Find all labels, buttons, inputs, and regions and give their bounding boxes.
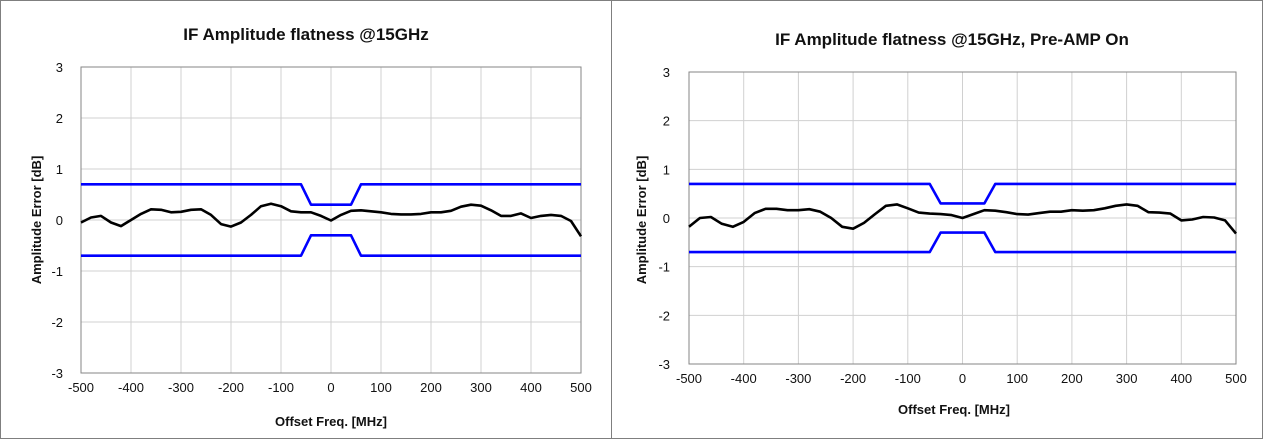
y-axis-label: Amplitude Error [dB]: [634, 156, 649, 285]
y-tick-label: -2: [51, 315, 63, 330]
chart-panel-left: IF Amplitude flatness @15GHz Offset Freq…: [0, 0, 612, 439]
x-tick-label: 0: [959, 371, 966, 386]
x-tick-label: 400: [1170, 371, 1192, 386]
y-tick-label: 2: [663, 114, 670, 129]
x-tick-label: 200: [1061, 371, 1083, 386]
measured-flatness-line: [688, 203, 1238, 235]
x-tick-label: -300: [785, 371, 811, 386]
x-tick-label: -200: [840, 371, 866, 386]
y-tick-label: 0: [56, 213, 63, 228]
x-tick-label: 300: [470, 380, 492, 395]
y-tick-label: 3: [56, 60, 63, 75]
y-axis-label: Amplitude Error [dB]: [29, 156, 44, 285]
x-axis-label: Offset Freq. [MHz]: [898, 402, 1010, 417]
y-tick-label: 0: [663, 211, 670, 226]
y-tick-label: 2: [56, 111, 63, 126]
x-tick-label: -400: [731, 371, 757, 386]
lower-limit-line: [81, 234, 581, 257]
plot-area-frame: [688, 71, 1237, 365]
upper-limit-line: [81, 183, 581, 206]
x-tick-label: 100: [1006, 371, 1028, 386]
x-tick-label: 500: [570, 380, 592, 395]
x-tick-label: -100: [895, 371, 921, 386]
y-tick-label: 1: [663, 162, 670, 177]
chart-title: IF Amplitude flatness @15GHz: [183, 25, 429, 44]
x-tick-label: -300: [168, 380, 194, 395]
x-tick-label: 0: [327, 380, 334, 395]
x-tick-label: 500: [1225, 371, 1247, 386]
y-tick-label: 1: [56, 162, 63, 177]
x-tick-label: -100: [268, 380, 294, 395]
y-tick-label: 3: [663, 65, 670, 80]
x-tick-label: -400: [118, 380, 144, 395]
x-tick-label: 200: [420, 380, 442, 395]
y-tick-label: -1: [658, 260, 670, 275]
x-tick-label: -500: [676, 371, 702, 386]
x-tick-label: -500: [68, 380, 94, 395]
chart-title: IF Amplitude flatness @15GHz, Pre-AMP On: [775, 30, 1129, 49]
y-tick-label: -3: [658, 357, 670, 372]
plot-area-frame: [80, 66, 582, 374]
x-axis-label: Offset Freq. [MHz]: [275, 414, 387, 429]
x-tick-label: -200: [218, 380, 244, 395]
y-tick-label: -3: [51, 366, 63, 381]
y-tick-label: -1: [51, 264, 63, 279]
x-tick-label: 400: [520, 380, 542, 395]
chart-left: IF Amplitude flatness @15GHz Offset Freq…: [29, 25, 592, 429]
y-tick-label: -2: [658, 308, 670, 323]
x-tick-label: 300: [1116, 371, 1138, 386]
measured-flatness-line: [80, 202, 583, 238]
x-tick-label: 100: [370, 380, 392, 395]
upper-limit-line: [689, 182, 1236, 205]
chart-panel-right: IF Amplitude flatness @15GHz, Pre-AMP On…: [611, 0, 1263, 439]
lower-limit-line: [689, 231, 1236, 254]
chart-right: IF Amplitude flatness @15GHz, Pre-AMP On…: [634, 30, 1247, 417]
